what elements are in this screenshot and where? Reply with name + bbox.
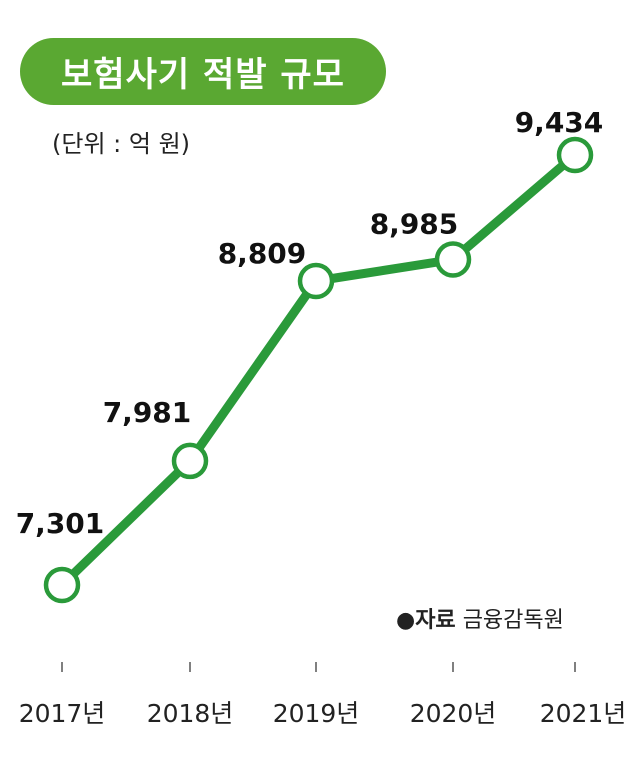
source-name: 금융감독원 xyxy=(462,608,564,633)
data-label: 8,985 xyxy=(370,208,459,241)
x-tick-label: 2021년 xyxy=(540,699,627,728)
data-label: 7,981 xyxy=(103,396,192,429)
x-tick-label: 2017년 xyxy=(19,699,106,728)
unit-label: (단위 : 억 원) xyxy=(52,130,191,158)
x-tick-label: 2019년 xyxy=(273,699,360,728)
data-point xyxy=(43,566,81,604)
data-point xyxy=(556,136,594,174)
source-note: ●자료 금융감독원 xyxy=(396,602,564,634)
data-label: 7,301 xyxy=(16,507,105,540)
chart-title: 보험사기 적발 규모 xyxy=(20,38,386,105)
data-label: 8,809 xyxy=(218,237,307,270)
data-point xyxy=(297,262,335,300)
x-tick-label: 2020년 xyxy=(410,699,497,728)
data-label: 9,434 xyxy=(515,106,604,139)
data-point xyxy=(171,442,209,480)
source-label: ●자료 xyxy=(396,608,456,633)
x-tick-label: 2018년 xyxy=(147,699,234,728)
data-point xyxy=(434,241,472,278)
series-line xyxy=(58,151,578,589)
